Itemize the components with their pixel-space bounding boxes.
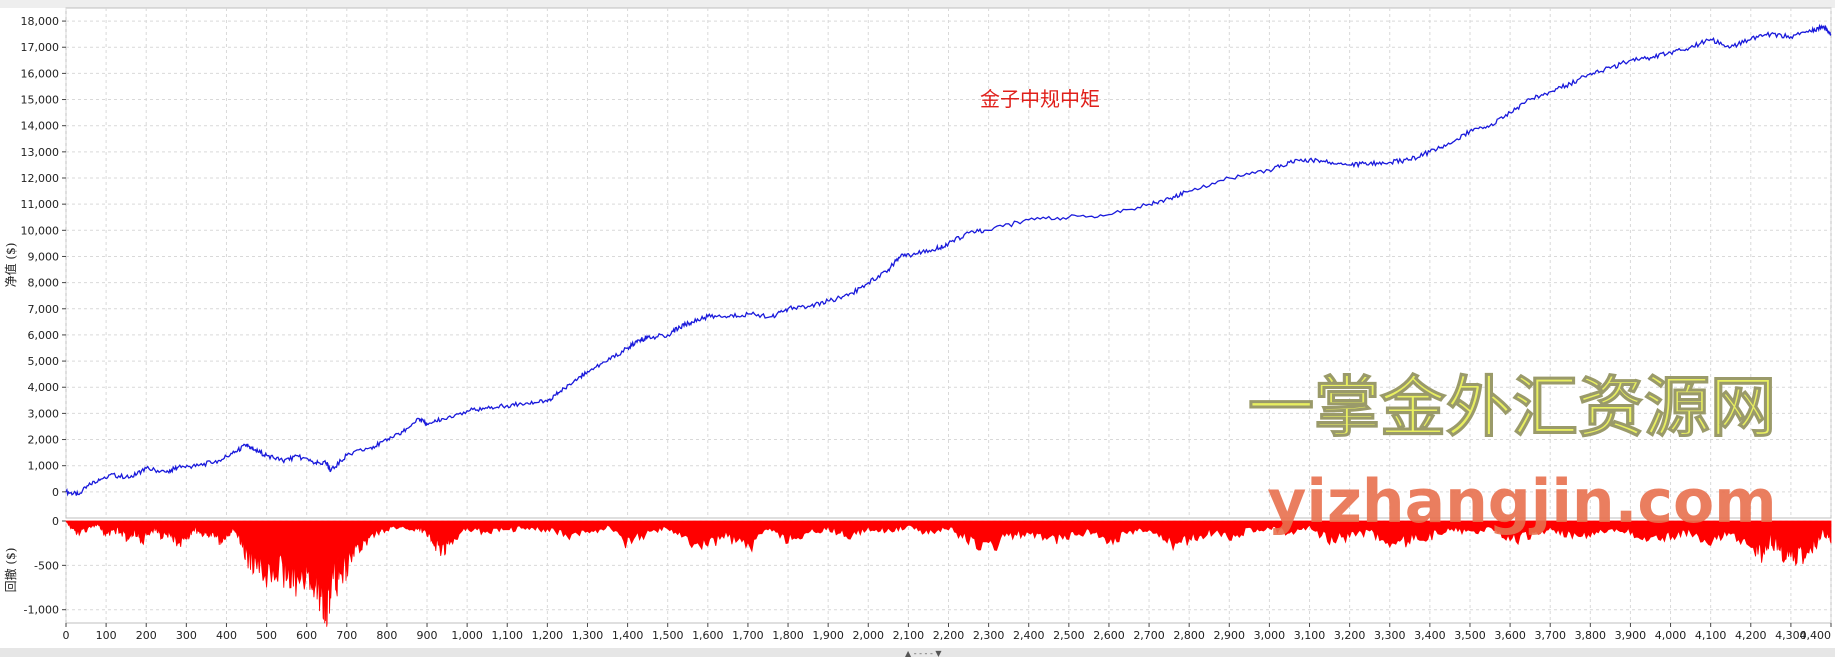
equity-y-tick-label: 5,000 — [28, 355, 60, 368]
equity-y-tick-label: 15,000 — [21, 94, 60, 107]
x-tick-label: 1,800 — [772, 629, 804, 642]
drawdown-y-axis-label: 回撤 ($) — [3, 548, 18, 593]
equity-y-tick-label: 13,000 — [21, 146, 60, 159]
x-tick-label: 2,500 — [1053, 629, 1085, 642]
drawdown-area-series — [65, 520, 1832, 627]
equity-y-tick-label: 9,000 — [28, 250, 60, 263]
x-tick-label: 2,800 — [1173, 629, 1205, 642]
x-tick-label: 0 — [63, 629, 70, 642]
x-tick-label: 800 — [376, 629, 397, 642]
x-tick-label: 2,300 — [973, 629, 1005, 642]
x-tick-label: 3,900 — [1615, 629, 1647, 642]
x-tick-label: 3,500 — [1454, 629, 1486, 642]
x-tick-label: 3,000 — [1254, 629, 1286, 642]
equity-y-tick-label: 16,000 — [21, 67, 60, 80]
top-strip — [0, 0, 1835, 8]
x-tick-label: 3,300 — [1374, 629, 1406, 642]
x-tick-label: 4,200 — [1735, 629, 1767, 642]
x-tick-label: 4,300 — [1775, 629, 1807, 642]
x-tick-label: 300 — [176, 629, 197, 642]
equity-y-tick-label: 0 — [52, 486, 59, 499]
x-tick-label: 3,100 — [1294, 629, 1326, 642]
x-tick-label: 900 — [417, 629, 438, 642]
x-tick-label: 4,400 — [1800, 629, 1832, 642]
x-tick-label: 1,200 — [532, 629, 564, 642]
drawdown-y-tick-label: -1,000 — [24, 604, 59, 617]
x-tick-label: 1,900 — [812, 629, 844, 642]
drawdown-y-axis: 0 -500 -1,000 — [24, 515, 66, 617]
x-tick-label: 4,000 — [1655, 629, 1687, 642]
drawdown-y-tick-label: -500 — [34, 559, 59, 572]
equity-grid — [65, 8, 1832, 518]
drawdown-y-tick-label: 0 — [52, 515, 59, 528]
equity-y-tick-label: 14,000 — [21, 120, 60, 133]
x-axis: 0 100 200 300 400 500 600 700 800 900 1,000 1,100 1,… — [63, 623, 1832, 642]
equity-y-tick-label: 1,000 — [28, 460, 60, 473]
equity-y-tick-label: 7,000 — [28, 303, 60, 316]
x-tick-label: 1,300 — [572, 629, 604, 642]
equity-y-tick-label: 17,000 — [21, 41, 60, 54]
x-tick-label: 3,200 — [1334, 629, 1366, 642]
x-tick-label: 2,400 — [1013, 629, 1045, 642]
splitter-handle-icon[interactable]: ▲ - - - - ▼ — [905, 649, 942, 657]
x-tick-label: 3,600 — [1494, 629, 1526, 642]
equity-y-tick-label: 18,000 — [21, 15, 60, 28]
x-tick-label: 100 — [96, 629, 117, 642]
x-tick-label: 600 — [296, 629, 317, 642]
x-tick-label: 2,600 — [1093, 629, 1125, 642]
x-tick-label: 3,400 — [1414, 629, 1446, 642]
x-tick-label: 200 — [136, 629, 157, 642]
equity-y-tick-label: 10,000 — [21, 224, 60, 237]
equity-y-tick-label: 6,000 — [28, 329, 60, 342]
equity-y-axis: 0 1,000 2,000 3,000 4,000 5,000 6,000 7,000 8,00… — [21, 15, 66, 499]
x-tick-label: 2,000 — [853, 629, 885, 642]
x-tick-label: 1,700 — [732, 629, 764, 642]
equity-line-series — [65, 23, 1832, 497]
equity-y-tick-label: 3,000 — [28, 407, 60, 420]
equity-y-tick-label: 11,000 — [21, 198, 60, 211]
x-tick-label: 3,700 — [1534, 629, 1566, 642]
equity-y-tick-label: 12,000 — [21, 172, 60, 185]
x-tick-label: 1,500 — [652, 629, 684, 642]
x-tick-label: 2,700 — [1133, 629, 1165, 642]
equity-y-tick-label: 2,000 — [28, 434, 60, 447]
x-tick-label: 2,200 — [933, 629, 965, 642]
x-tick-label: 2,900 — [1214, 629, 1246, 642]
x-tick-label: 1,400 — [612, 629, 644, 642]
x-tick-label: 400 — [216, 629, 237, 642]
x-tick-label: 2,100 — [893, 629, 925, 642]
x-tick-label: 1,000 — [451, 629, 483, 642]
equity-y-tick-label: 4,000 — [28, 381, 60, 394]
x-tick-label: 1,100 — [492, 629, 524, 642]
watermark-title: 一掌金外汇资源网 — [1248, 369, 1776, 446]
x-tick-label: 3,800 — [1575, 629, 1607, 642]
equity-y-axis-label: 净值 ($) — [3, 243, 18, 288]
bottom-scroll-strip[interactable] — [0, 648, 1835, 657]
watermark-url: yizhangjin.com — [1267, 467, 1776, 537]
x-tick-label: 4,100 — [1695, 629, 1727, 642]
x-tick-label: 1,600 — [692, 629, 724, 642]
equity-y-tick-label: 8,000 — [28, 277, 60, 290]
x-tick-label: 700 — [336, 629, 357, 642]
chart-title: 金子中规中矩 — [980, 87, 1100, 111]
x-tick-label: 500 — [256, 629, 277, 642]
